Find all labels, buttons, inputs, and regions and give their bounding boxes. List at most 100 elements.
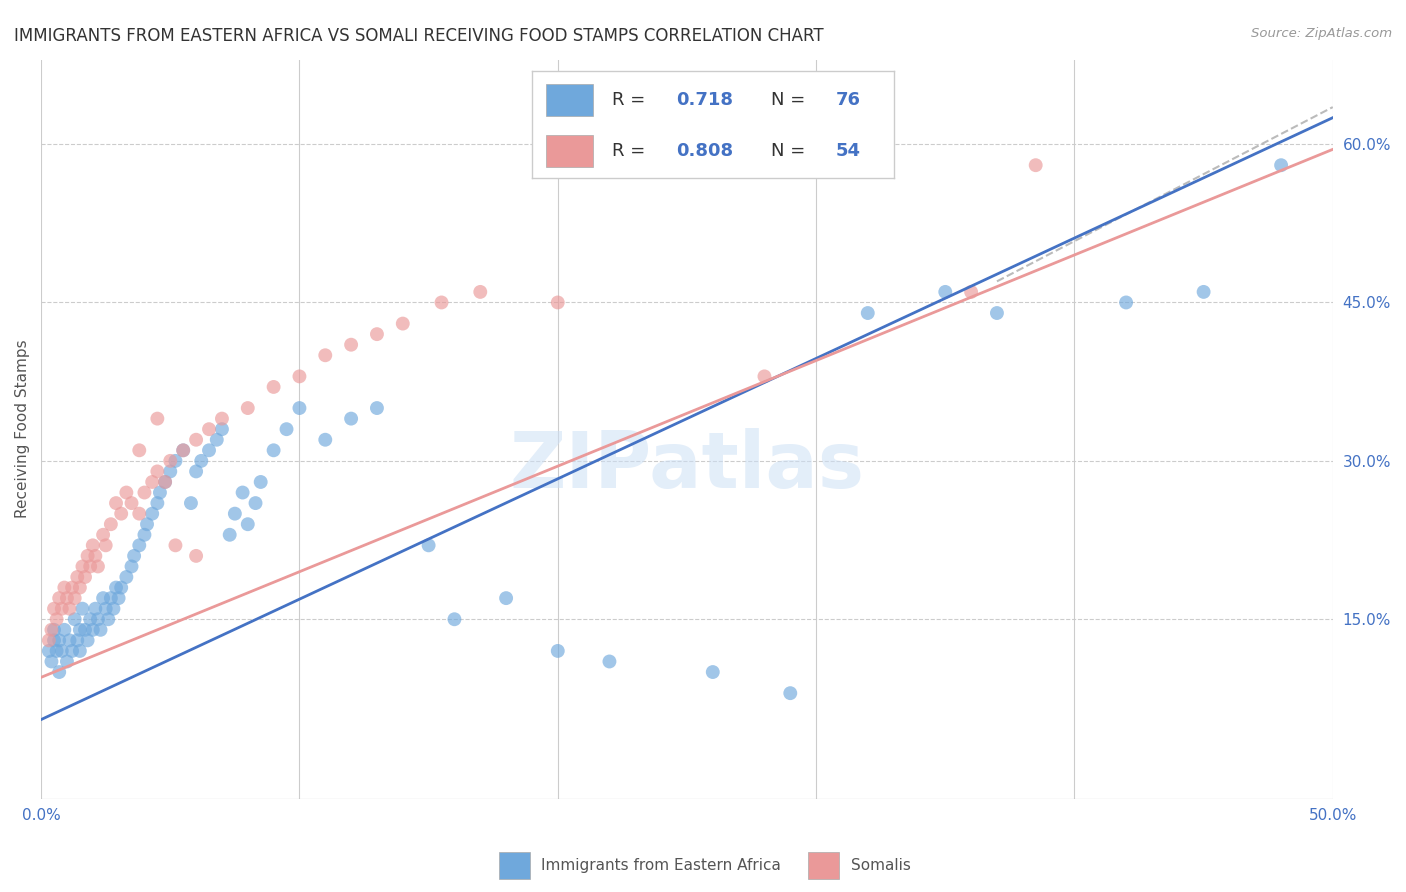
Y-axis label: Receiving Food Stamps: Receiving Food Stamps (15, 340, 30, 518)
Point (146, 411, 169, 425)
Point (76, 633, 98, 648)
Point (69, 623, 91, 637)
Point (198, 422, 221, 436)
Point (66, 633, 89, 648)
Point (1025, 158, 1047, 172)
Point (91, 591, 114, 606)
Text: IMMIGRANTS FROM EASTERN AFRICA VS SOMALI RECEIVING FOOD STAMPS CORRELATION CHART: IMMIGRANTS FROM EASTERN AFRICA VS SOMALI… (14, 27, 824, 45)
Point (48, 633, 70, 648)
Point (960, 285, 983, 299)
Point (184, 433, 207, 447)
Point (105, 496, 128, 510)
Text: Source: ZipAtlas.com: Source: ZipAtlas.com (1251, 27, 1392, 40)
Point (598, 655, 620, 669)
Point (205, 433, 228, 447)
Point (53, 623, 76, 637)
Point (146, 496, 169, 510)
Point (42, 623, 65, 637)
Point (41, 655, 63, 669)
Point (100, 591, 122, 606)
Point (856, 306, 879, 320)
Point (172, 443, 194, 458)
Point (366, 401, 388, 415)
Point (94, 538, 117, 552)
Point (314, 433, 336, 447)
Point (146, 464, 169, 478)
Point (211, 411, 233, 425)
Point (79, 612, 101, 626)
Point (128, 443, 150, 458)
Point (107, 591, 129, 606)
Point (42, 633, 65, 648)
Point (547, 295, 569, 310)
Point (89, 623, 111, 637)
Point (224, 507, 246, 521)
Point (66, 570, 89, 584)
Point (58, 601, 80, 615)
Point (495, 591, 517, 606)
Point (121, 496, 143, 510)
Point (94, 601, 117, 615)
Point (110, 507, 132, 521)
Point (79, 559, 101, 574)
Point (69, 581, 91, 595)
Point (115, 485, 138, 500)
Point (159, 454, 181, 468)
Point (443, 612, 465, 626)
Point (122, 549, 145, 563)
Point (128, 538, 150, 552)
Point (97, 612, 120, 626)
Point (56, 591, 79, 606)
Point (314, 348, 336, 362)
Point (63, 612, 86, 626)
Point (340, 337, 363, 351)
Point (391, 317, 413, 331)
Point (134, 485, 156, 500)
Point (56, 655, 79, 669)
Point (84, 601, 107, 615)
Point (276, 422, 298, 436)
Point (82, 623, 104, 637)
Point (72, 601, 94, 615)
Point (153, 475, 176, 489)
Point (141, 475, 163, 489)
Point (190, 454, 212, 468)
Point (63, 591, 86, 606)
Point (38, 644, 60, 658)
Point (45, 612, 67, 626)
Point (72, 559, 94, 574)
Point (105, 581, 128, 595)
Point (82, 538, 104, 552)
Point (165, 454, 187, 468)
Point (211, 422, 233, 436)
Point (263, 380, 285, 394)
Point (236, 517, 259, 532)
Point (198, 443, 221, 458)
Point (236, 401, 259, 415)
Text: ZIPatlas: ZIPatlas (509, 428, 865, 504)
Point (91, 528, 114, 542)
Point (48, 591, 70, 606)
Point (141, 507, 163, 521)
Point (184, 549, 207, 563)
Point (430, 295, 453, 310)
Point (58, 633, 80, 648)
Point (180, 496, 202, 510)
Point (702, 665, 724, 679)
Point (1192, 285, 1215, 299)
Point (69, 644, 91, 658)
Point (153, 475, 176, 489)
Point (418, 538, 440, 552)
Point (84, 549, 107, 563)
Point (288, 369, 311, 384)
Point (128, 507, 150, 521)
Point (470, 285, 492, 299)
Text: Somalis: Somalis (851, 858, 911, 872)
Point (45, 644, 67, 658)
Point (779, 686, 801, 700)
Point (136, 517, 159, 532)
Point (100, 517, 122, 532)
Point (754, 369, 776, 384)
Point (134, 528, 156, 542)
Point (121, 559, 143, 574)
